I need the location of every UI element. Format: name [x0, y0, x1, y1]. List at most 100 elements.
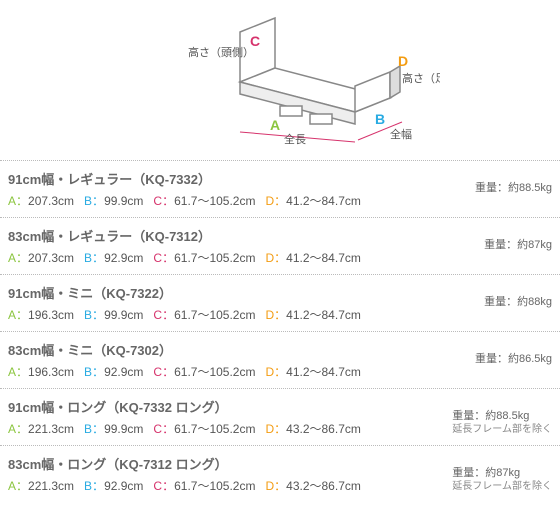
dim-label-A: A： — [8, 422, 28, 436]
model-row: 91cm幅・ロング（KQ-7332 ロング）A：221.3cmB：99.9cmC… — [0, 388, 560, 445]
dim-label-B: B： — [84, 308, 104, 322]
dim-A: A：221.3cm — [8, 477, 74, 494]
dim-C: C：61.7～105.2cm — [153, 192, 255, 209]
model-dims: A：207.3cm B：99.9cm C：61.7～105.2cm D：41.2～84… — [8, 192, 552, 209]
dim-D: D：43.2～86.7cm — [265, 420, 360, 437]
weight-value: 重量：約88.5kg — [452, 409, 552, 423]
weight-value: 重量：約86.5kg — [475, 352, 552, 366]
dim-label-A: A： — [8, 308, 28, 322]
dim-B: B：99.9cm — [84, 192, 143, 209]
dim-value-C: 61.7～105.2cm — [174, 194, 255, 208]
model-title: 83cm幅・レギュラー（KQ-7312） — [8, 226, 552, 245]
dim-D: D：41.2～84.7cm — [265, 306, 360, 323]
dim-A: A：221.3cm — [8, 420, 74, 437]
dim-label-A: A： — [8, 479, 28, 493]
dim-value-C: 61.7～105.2cm — [174, 308, 255, 322]
dim-value-A: 207.3cm — [28, 251, 74, 265]
dim-value-A: 196.3cm — [28, 365, 74, 379]
dim-C: C：61.7～105.2cm — [153, 420, 255, 437]
model-title: 83cm幅・ミニ（KQ-7302） — [8, 340, 552, 359]
dim-D: D：41.2～84.7cm — [265, 192, 360, 209]
dim-value-B: 92.9cm — [104, 365, 143, 379]
dim-B: B：92.9cm — [84, 249, 143, 266]
model-row: 91cm幅・ミニ（KQ-7322） A：196.3cm B：99.9cm C：61.7… — [0, 274, 560, 331]
dim-value-C: 61.7～105.2cm — [174, 479, 255, 493]
dim-value-B: 92.9cm — [104, 479, 143, 493]
dim-value-A: 221.3cm — [28, 479, 74, 493]
weight-note: 延長フレーム部を除く — [452, 423, 552, 436]
dim-value-C: 61.7～105.2cm — [174, 422, 255, 436]
dim-C: C：61.7～105.2cm — [153, 363, 255, 380]
weight-note: 延長フレーム部を除く — [452, 480, 552, 493]
dim-value-D: 43.2～86.7cm — [286, 479, 361, 493]
dim-A: A：196.3cm — [8, 363, 74, 380]
weight-box: 重量：約88.5kg — [475, 181, 552, 195]
model-title: 91cm幅・ミニ（KQ-7322） — [8, 283, 552, 302]
dim-A: A：207.3cm — [8, 192, 74, 209]
dim-label-B: B： — [84, 251, 104, 265]
dim-label-C: C： — [153, 251, 174, 265]
dim-label-A: A： — [8, 251, 28, 265]
dim-label-D: D： — [265, 365, 286, 379]
weight-box: 重量：約87kg — [484, 238, 552, 252]
dim-value-D: 41.2～84.7cm — [286, 251, 361, 265]
model-table: 91cm幅・レギュラー（KQ-7332）A：207.3cmB：99.9cmC：6… — [0, 160, 560, 502]
label-d-text: 高さ（足側） — [402, 71, 440, 85]
dim-value-B: 99.9cm — [104, 194, 143, 208]
dim-value-A: 221.3cm — [28, 422, 74, 436]
dim-D: D：41.2～84.7cm — [265, 249, 360, 266]
model-dims: A：207.3cm B：92.9cm C：61.7～105.2cm D：41.2～84… — [8, 249, 552, 266]
svg-text:A: A — [270, 117, 280, 133]
dim-value-D: 41.2～84.7cm — [286, 194, 361, 208]
model-row: 83cm幅・ミニ（KQ-7302） A：196.3cm B：92.9cm C：61.7… — [0, 331, 560, 388]
dim-label-C: C： — [153, 422, 174, 436]
dim-value-D: 41.2～84.7cm — [286, 365, 361, 379]
dim-label-C: C： — [153, 308, 174, 322]
label-a-text: 全長 — [284, 132, 306, 146]
model-row: 83cm幅・ロング（KQ-7312 ロング）A：221.3cmB：92.9cmC… — [0, 445, 560, 502]
model-row: 91cm幅・レギュラー（KQ-7332） A：207.3cm B：99.9cm C：6… — [0, 160, 560, 217]
dim-C: C：61.7～105.2cm — [153, 249, 255, 266]
model-row: 83cm幅・レギュラー（KQ-7312） A：207.3cm B：92.9cm C：6… — [0, 217, 560, 274]
dim-label-B: B： — [84, 422, 104, 436]
dim-value-C: 61.7～105.2cm — [174, 365, 255, 379]
weight-box: 重量：約88kg — [484, 295, 552, 309]
weight-value: 重量：約87kg — [484, 238, 552, 252]
dim-C: C：61.7～105.2cm — [153, 306, 255, 323]
dim-D: D：41.2～84.7cm — [265, 363, 360, 380]
dim-D: D：43.2～86.7cm — [265, 477, 360, 494]
dim-value-A: 196.3cm — [28, 308, 74, 322]
model-dims: A：196.3cm B：99.9cm C：61.7～105.2cm D：41.2～84… — [8, 306, 552, 323]
dim-B: B：99.9cm — [84, 420, 143, 437]
dim-label-A: A： — [8, 194, 28, 208]
dim-label-B: B： — [84, 365, 104, 379]
weight-value: 重量：約88kg — [484, 295, 552, 309]
label-c-text: 高さ（頭側） — [188, 45, 254, 59]
dim-label-C: C： — [153, 365, 174, 379]
svg-text:B: B — [375, 111, 385, 127]
dim-value-A: 207.3cm — [28, 194, 74, 208]
dim-label-B: B： — [84, 479, 104, 493]
label-b-text: 全幅 — [390, 127, 412, 141]
weight-value: 重量：約87kg — [452, 466, 552, 480]
dim-label-A: A： — [8, 365, 28, 379]
dim-value-B: 99.9cm — [104, 422, 143, 436]
weight-value: 重量：約88.5kg — [475, 181, 552, 195]
weight-box: 重量：約87kg延長フレーム部を除く — [452, 466, 552, 493]
dim-label-D: D： — [265, 194, 286, 208]
bed-diagram: C 高さ（頭側） D 高さ（足側） A 全長 B 全幅 — [120, 10, 440, 150]
dim-label-D: D： — [265, 251, 286, 265]
model-dims: A：196.3cm B：92.9cm C：61.7～105.2cm D：41.2～84… — [8, 363, 552, 380]
dim-label-D: D： — [265, 422, 286, 436]
dim-label-C: C： — [153, 479, 174, 493]
dim-value-B: 99.9cm — [104, 308, 143, 322]
dim-B: B：99.9cm — [84, 306, 143, 323]
weight-box: 重量：約88.5kg延長フレーム部を除く — [452, 409, 552, 436]
model-title: 91cm幅・レギュラー（KQ-7332） — [8, 169, 552, 188]
dim-value-D: 41.2～84.7cm — [286, 308, 361, 322]
dim-label-D: D： — [265, 479, 286, 493]
dim-value-B: 92.9cm — [104, 251, 143, 265]
dim-A: A：207.3cm — [8, 249, 74, 266]
dim-C: C：61.7～105.2cm — [153, 477, 255, 494]
dim-value-C: 61.7～105.2cm — [174, 251, 255, 265]
